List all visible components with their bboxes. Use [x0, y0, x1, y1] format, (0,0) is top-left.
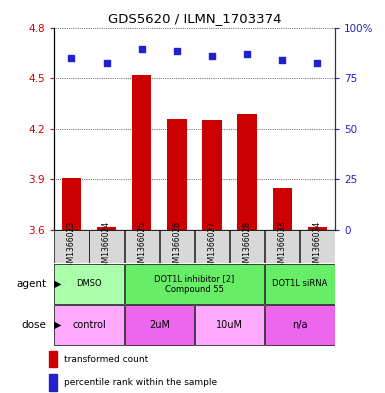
Text: 10uM: 10uM — [216, 320, 243, 330]
Text: control: control — [72, 320, 106, 330]
Bar — [49, 351, 57, 367]
Point — [104, 60, 110, 66]
Point — [174, 48, 180, 54]
Bar — [132, 75, 151, 230]
Text: DOT1L siRNA: DOT1L siRNA — [272, 279, 328, 288]
Point — [69, 55, 75, 61]
Point — [279, 57, 285, 63]
Bar — [300, 230, 335, 263]
Bar — [265, 264, 335, 304]
Text: ▶: ▶ — [54, 279, 61, 289]
Bar — [273, 188, 292, 230]
Bar — [124, 264, 264, 304]
Text: percentile rank within the sample: percentile rank within the sample — [64, 378, 217, 387]
Bar — [124, 230, 159, 263]
Text: 2uM: 2uM — [149, 320, 170, 330]
Text: agent: agent — [16, 279, 46, 289]
Text: GSM1366023: GSM1366023 — [67, 221, 76, 272]
Text: GSM1366034: GSM1366034 — [313, 221, 322, 272]
Point — [139, 46, 145, 53]
Bar — [54, 305, 124, 345]
Bar — [160, 230, 194, 263]
Text: ▶: ▶ — [54, 320, 61, 330]
Bar — [265, 230, 300, 263]
Point — [314, 60, 320, 66]
Bar — [54, 230, 89, 263]
Text: dose: dose — [21, 320, 46, 330]
Title: GDS5620 / ILMN_1703374: GDS5620 / ILMN_1703374 — [108, 12, 281, 25]
Text: transformed count: transformed count — [64, 354, 148, 364]
Text: GSM1366033: GSM1366033 — [278, 221, 287, 272]
Bar — [62, 178, 81, 230]
Bar — [203, 120, 222, 230]
Bar — [49, 374, 57, 391]
Bar — [308, 226, 327, 230]
Text: GSM1366026: GSM1366026 — [172, 221, 181, 272]
Bar — [97, 226, 116, 230]
Text: n/a: n/a — [292, 320, 308, 330]
Point — [244, 51, 250, 58]
Point — [209, 53, 215, 59]
Text: GSM1366024: GSM1366024 — [102, 221, 111, 272]
Bar — [265, 305, 335, 345]
Bar — [124, 305, 194, 345]
Bar — [54, 264, 124, 304]
Bar — [195, 230, 229, 263]
Text: DMSO: DMSO — [76, 279, 102, 288]
Text: GSM1366025: GSM1366025 — [137, 221, 146, 272]
Bar — [89, 230, 124, 263]
Text: DOT1L inhibitor [2]
Compound 55: DOT1L inhibitor [2] Compound 55 — [154, 274, 234, 294]
Bar — [230, 230, 264, 263]
Text: GSM1366028: GSM1366028 — [243, 221, 252, 272]
Bar — [167, 119, 186, 230]
Bar — [238, 114, 257, 230]
Bar — [195, 305, 264, 345]
Text: GSM1366027: GSM1366027 — [208, 221, 216, 272]
